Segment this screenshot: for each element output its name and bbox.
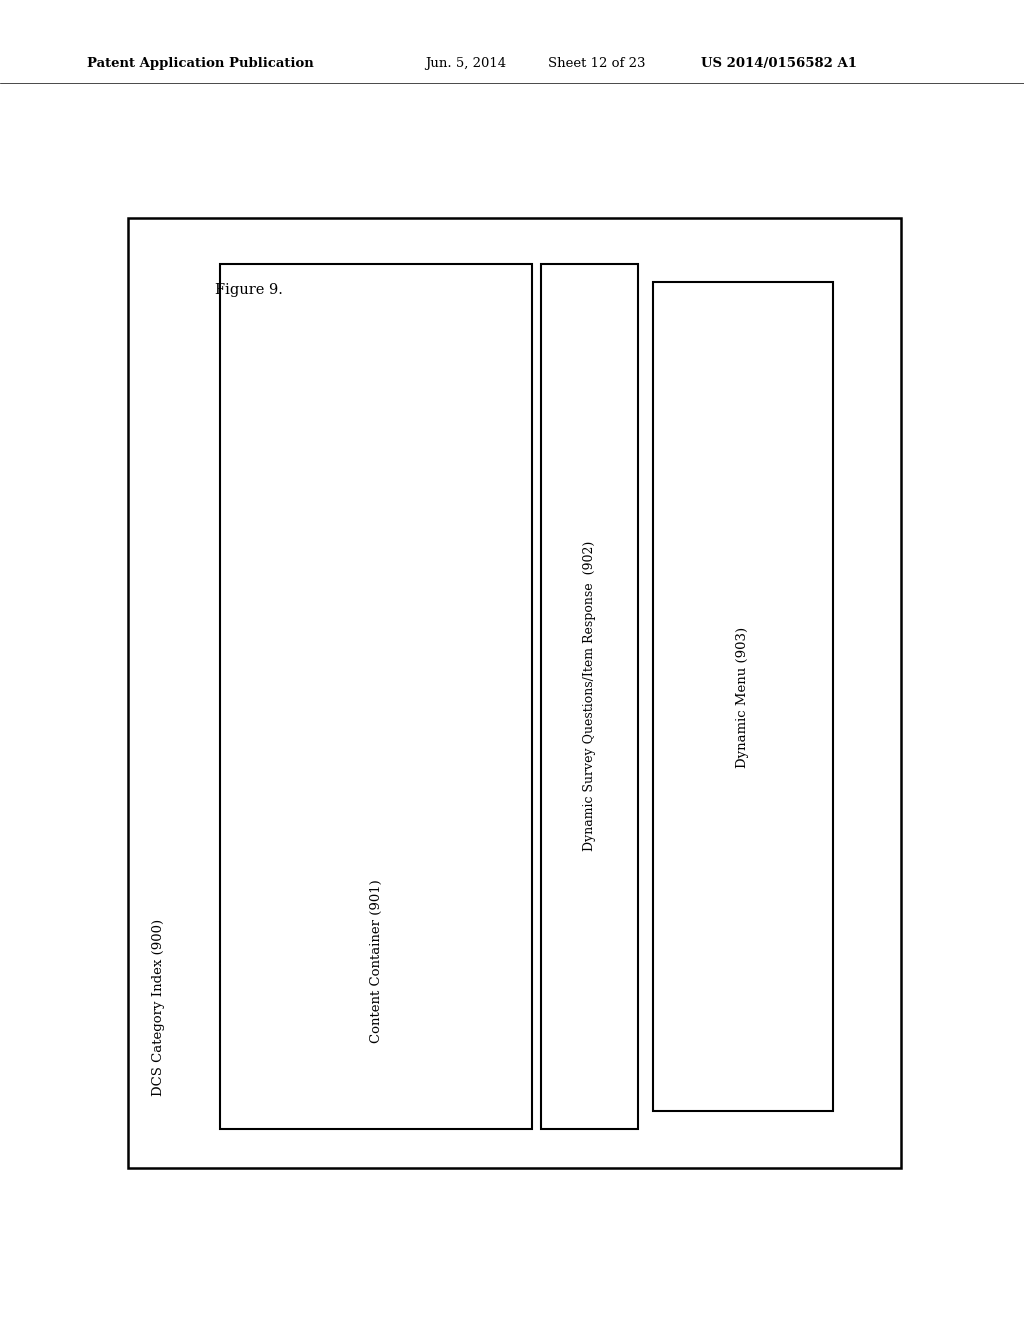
Bar xyxy=(128,218,901,1168)
Text: Dynamic Menu (903): Dynamic Menu (903) xyxy=(736,627,750,767)
Text: US 2014/0156582 A1: US 2014/0156582 A1 xyxy=(701,57,857,70)
Text: Content Container (901): Content Container (901) xyxy=(370,879,383,1043)
Bar xyxy=(541,264,638,1129)
Text: Patent Application Publication: Patent Application Publication xyxy=(87,57,313,70)
Text: Figure 9.: Figure 9. xyxy=(215,284,283,297)
Bar xyxy=(220,264,532,1129)
Text: Sheet 12 of 23: Sheet 12 of 23 xyxy=(548,57,645,70)
Text: Jun. 5, 2014: Jun. 5, 2014 xyxy=(425,57,506,70)
Bar xyxy=(653,282,833,1111)
Text: Dynamic Survey Questions/Item Response  (902): Dynamic Survey Questions/Item Response (… xyxy=(583,541,596,851)
Text: DCS Category Index (900): DCS Category Index (900) xyxy=(152,919,165,1096)
